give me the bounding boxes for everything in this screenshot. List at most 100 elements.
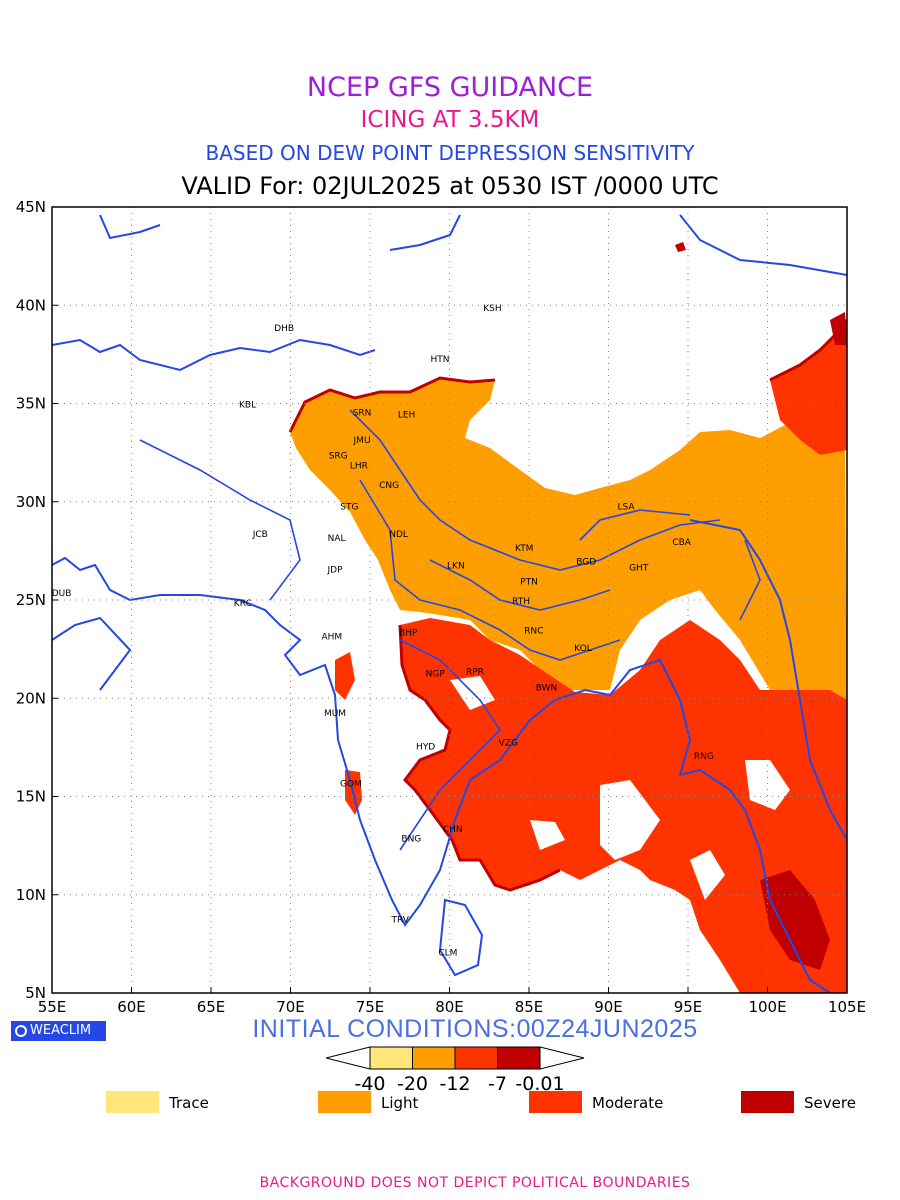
x-tick-label: 55E xyxy=(38,998,67,1016)
station-label-cba: CBA xyxy=(672,538,691,548)
colorbar-right-arrow xyxy=(539,1046,585,1070)
station-label-bng: BNG xyxy=(401,835,421,845)
colorbar-labels: -40 -20 -12 -7 -0.01 xyxy=(354,1073,564,1095)
station-label-htn: HTN xyxy=(430,355,449,365)
y-tick-label: 15N xyxy=(16,788,46,806)
station-label-leh: LEH xyxy=(398,410,415,420)
icing-light-region xyxy=(290,378,847,700)
title-method: BASED ON DEW POINT DEPRESSION SENSITIVIT… xyxy=(205,141,695,165)
colorbar: -40 -20 -12 -7 -0.01 xyxy=(326,1046,585,1095)
colorbar-boxes xyxy=(369,1046,541,1070)
x-tick-label: 75E xyxy=(356,998,385,1016)
colorbar-label: -7 xyxy=(488,1073,507,1095)
y-tick-label: 10N xyxy=(16,886,46,904)
station-label-ngp: NGP xyxy=(426,670,446,680)
y-tick-label: 40N xyxy=(16,296,46,314)
station-label-dub: DUB xyxy=(52,589,72,599)
x-tick-label: 95E xyxy=(674,998,703,1016)
x-tick-label: 65E xyxy=(197,998,226,1016)
grid-lines xyxy=(51,206,848,994)
colorbar-box xyxy=(454,1046,498,1070)
station-label-srn: SRN xyxy=(353,408,372,418)
icing-clear-holes xyxy=(450,676,790,900)
station-label-lkn: LKN xyxy=(447,562,465,572)
legend-swatch-light xyxy=(318,1091,371,1113)
legend-label-light: Light xyxy=(381,1094,419,1112)
x-tick-label: 90E xyxy=(594,998,623,1016)
logo-text: WEACLIM xyxy=(30,1023,92,1038)
x-tick-label: 105E xyxy=(828,998,866,1016)
station-label-nal: NAL xyxy=(328,534,346,544)
y-tick-label: 25N xyxy=(16,591,46,609)
icing-moderate-west xyxy=(335,652,362,815)
station-label-rth: RTH xyxy=(512,597,530,607)
station-label-rng: RNG xyxy=(694,752,714,762)
station-label-krc: KRC xyxy=(234,599,252,609)
station-label-jcb: JCB xyxy=(252,530,268,540)
y-tick-label: 30N xyxy=(16,493,46,511)
station-label-bwn: BWN xyxy=(536,683,558,693)
station-label-hyd: HYD xyxy=(416,742,435,752)
interior-lines xyxy=(139,409,761,851)
map-frame xyxy=(51,206,848,994)
initial-conditions: INITIAL CONDITIONS:00Z24JUN2025 xyxy=(252,1015,698,1043)
colorbar-label: -12 xyxy=(439,1073,470,1095)
station-label-mum: MUM xyxy=(324,709,346,719)
station-label-jmu: JMU xyxy=(353,436,371,446)
colorbar-box xyxy=(497,1046,541,1070)
x-tick-label: 85E xyxy=(515,998,544,1016)
colorbar-label: -40 xyxy=(354,1073,385,1095)
y-tick-label: 5N xyxy=(25,984,46,1002)
station-label-ksh: KSH xyxy=(483,304,501,314)
station-label-ptn: PTN xyxy=(520,577,538,587)
footer-disclaimer: BACKGROUND DOES NOT DEPICT POLITICAL BOU… xyxy=(259,1175,691,1191)
station-label-srg: SRG xyxy=(329,452,348,462)
station-label-lhr: LHR xyxy=(350,461,368,471)
station-label-stg: STG xyxy=(340,503,358,513)
y-tick-label: 35N xyxy=(16,395,46,413)
icing-moderate-nw xyxy=(770,320,847,455)
x-tick-label: 80E xyxy=(435,998,464,1016)
station-label-ktm: KTM xyxy=(515,544,533,554)
colorbar-label: -20 xyxy=(397,1073,428,1095)
y-tick-label: 20N xyxy=(16,689,46,707)
station-label-clm: CLM xyxy=(438,949,457,959)
weaclim-logo: WEACLIM xyxy=(11,1021,106,1041)
legend-swatch-moderate xyxy=(529,1091,582,1113)
station-label-ght: GHT xyxy=(629,564,649,574)
station-label-jdp: JDP xyxy=(327,565,344,575)
y-tick-label: 45N xyxy=(16,198,46,216)
title-valid-time: VALID For: 02JUL2025 at 0530 IST /0000 U… xyxy=(181,172,719,200)
icing-map: 55E 60E 65E 70E 75E 80E 85E 90E 95E 100E 105E 5N 10… xyxy=(16,198,866,1016)
station-label-trv: TRV xyxy=(390,915,409,925)
colorbar-box xyxy=(412,1046,456,1070)
station-label-bhp: BHP xyxy=(399,628,418,638)
station-label-vzg: VZG xyxy=(499,738,518,748)
coastlines xyxy=(52,214,847,993)
station-label-cng: CNG xyxy=(379,481,399,491)
legend-label-moderate: Moderate xyxy=(592,1094,664,1112)
station-label-dhb: DHB xyxy=(274,324,294,334)
legend-label-trace: Trace xyxy=(169,1094,209,1112)
station-label-bgd: BGD xyxy=(576,558,596,568)
station-label-rpr: RPR xyxy=(466,668,484,678)
station-label-gom: GOM xyxy=(340,780,362,790)
x-tick-label: 70E xyxy=(276,998,305,1016)
colorbar-label: -0.01 xyxy=(515,1073,564,1095)
legend-label-severe: Severe xyxy=(804,1094,856,1112)
legend-swatch-trace xyxy=(106,1091,159,1113)
colorbar-box xyxy=(369,1046,413,1070)
station-label-ahm: AHM xyxy=(321,632,342,642)
station-label-kol: KOL xyxy=(574,644,592,654)
logo-circle-icon xyxy=(15,1025,27,1037)
y-axis-labels: 5N 10N 15N 20N 25N 30N 35N 40N 45N xyxy=(16,198,46,1002)
title-product: ICING AT 3.5KM xyxy=(360,107,540,133)
station-label-rnc: RNC xyxy=(524,626,543,636)
map-fields xyxy=(52,214,847,993)
station-label-lsa: LSA xyxy=(617,503,635,513)
x-axis-labels: 55E 60E 65E 70E 75E 80E 85E 90E 95E 100E 105E xyxy=(38,998,866,1016)
x-tick-label: 100E xyxy=(748,998,786,1016)
legend-swatch-severe xyxy=(741,1091,794,1113)
title-model: NCEP GFS GUIDANCE xyxy=(306,72,594,103)
station-label-kbl: KBL xyxy=(239,400,256,410)
